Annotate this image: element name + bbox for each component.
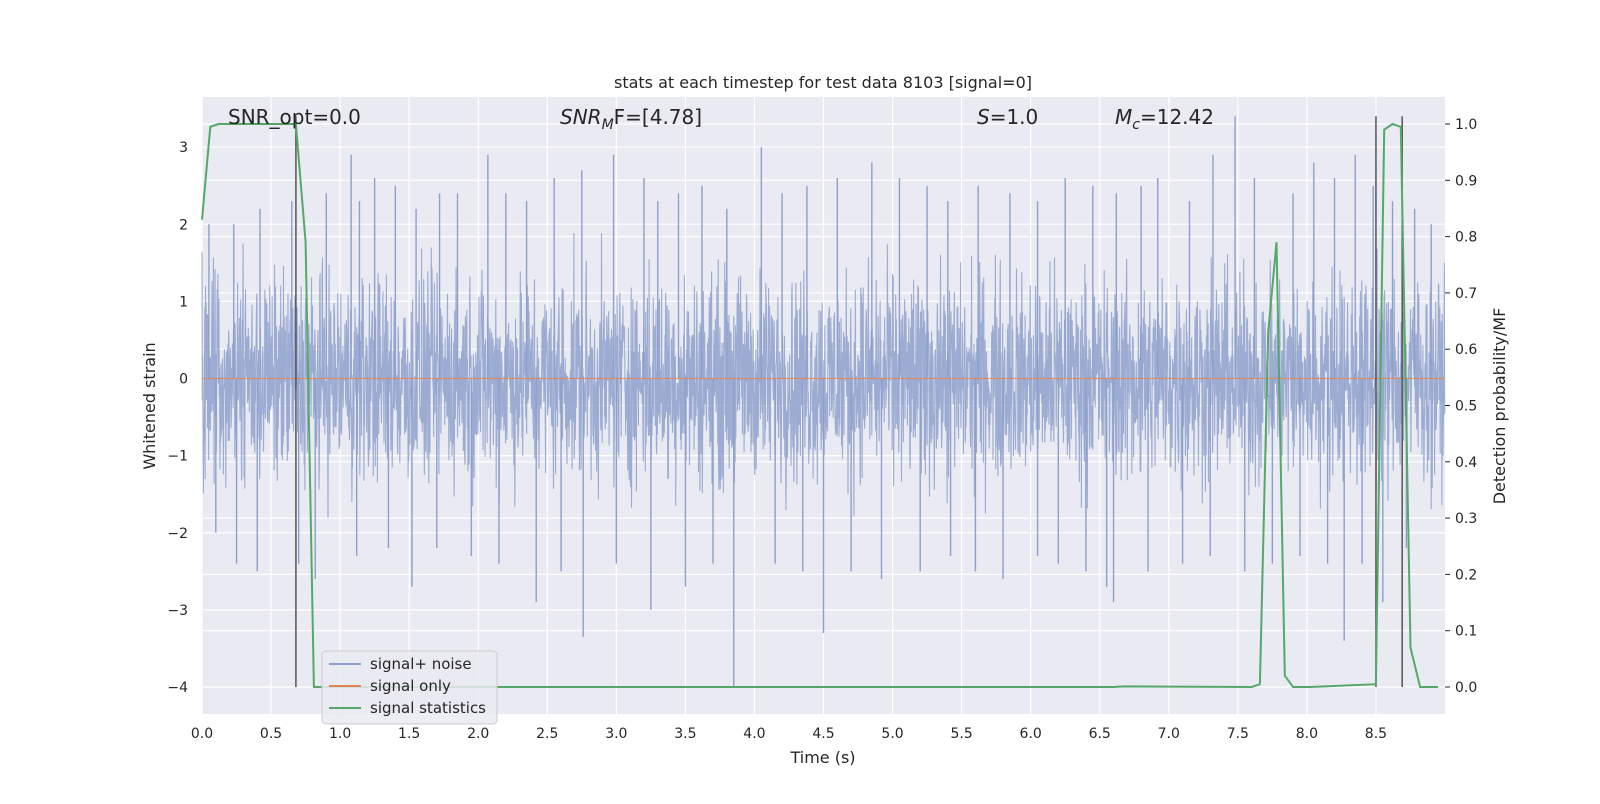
legend-label-signal-only: signal only bbox=[370, 677, 451, 695]
y-tick-label: 3 bbox=[179, 140, 188, 156]
y-axis-ticks: −4 −3 −2 −1 0 1 2 3 bbox=[167, 140, 188, 696]
x-tick-label: 5.5 bbox=[950, 726, 972, 742]
x-tick-label: 8.5 bbox=[1365, 726, 1387, 742]
x-tick-label: 8.0 bbox=[1296, 726, 1318, 742]
y-tick-label: −2 bbox=[167, 526, 188, 542]
annotation-s-symbol: S bbox=[977, 105, 990, 129]
x-tick-label: 1.5 bbox=[398, 726, 420, 742]
annotation-mc-value: =12.42 bbox=[1140, 105, 1214, 129]
y-tick-label: −4 bbox=[167, 680, 188, 696]
legend-box bbox=[321, 650, 498, 725]
annotation-mc-sub: c bbox=[1132, 117, 1140, 133]
x-tick-label: 2.5 bbox=[536, 726, 558, 742]
x-tick-label: 2.0 bbox=[467, 726, 489, 742]
x-tick-label: 0.0 bbox=[191, 726, 213, 742]
y-right-tick-label: 0.4 bbox=[1455, 455, 1477, 471]
annotation-snr-mf: SNRMF=[4.78] bbox=[560, 105, 702, 133]
y-right-tick-label: 0.0 bbox=[1455, 680, 1477, 696]
annotation-mc-symbol: M bbox=[1115, 105, 1132, 129]
y-axis-label: Whitened strain bbox=[140, 342, 159, 469]
y-right-tick-label: 0.5 bbox=[1455, 399, 1477, 415]
x-tick-label: 5.0 bbox=[881, 726, 903, 742]
y-tick-label: 2 bbox=[179, 217, 188, 233]
annotations: SNR_opt=0.0 SNRMF=[4.78] S=1.0 Mc=12.42 bbox=[228, 105, 1214, 133]
y-right-tick-label: 0.1 bbox=[1455, 624, 1477, 640]
annotation-snr-opt: SNR_opt=0.0 bbox=[228, 105, 361, 129]
y-tick-label: −1 bbox=[167, 449, 188, 465]
y-right-tick-label: 0.7 bbox=[1455, 286, 1477, 302]
y-right-tick-label: 0.6 bbox=[1455, 342, 1477, 358]
y-tick-label: −3 bbox=[167, 603, 188, 619]
legend-label-signal-noise: signal+ noise bbox=[370, 655, 472, 673]
x-tick-label: 4.0 bbox=[743, 726, 765, 742]
annotation-s-value: =1.0 bbox=[990, 105, 1039, 129]
y-right-tick-label: 0.9 bbox=[1455, 173, 1477, 189]
x-tick-label: 7.0 bbox=[1158, 726, 1180, 742]
x-tick-label: 0.5 bbox=[260, 726, 282, 742]
annotation-snr-mf-suffix: F=[4.78] bbox=[614, 105, 702, 129]
x-tick-label: 7.5 bbox=[1227, 726, 1249, 742]
x-tick-label: 1.0 bbox=[329, 726, 351, 742]
x-tick-label: 6.0 bbox=[1020, 726, 1042, 742]
annotation-mc: Mc=12.42 bbox=[1115, 105, 1214, 133]
y-right-tick-label: 0.8 bbox=[1455, 230, 1477, 246]
signal-statistics-line bbox=[201, 122, 1439, 689]
y-tick-label: 0 bbox=[179, 372, 188, 388]
legend: signal+ noise signal only signal statist… bbox=[321, 650, 498, 725]
x-tick-label: 3.0 bbox=[605, 726, 627, 742]
annotation-snr-mf-sub: M bbox=[602, 117, 614, 133]
y-right-axis-ticks: 0.0 0.1 0.2 0.3 0.4 0.5 0.6 0.7 0.8 0.9 1.0 bbox=[1445, 117, 1477, 696]
legend-label-signal-statistics: signal statistics bbox=[370, 699, 486, 717]
y-right-axis-label: Detection probability/MF bbox=[1490, 308, 1509, 505]
x-axis-ticks: 0.0 0.5 1.0 1.5 2.0 2.5 3.0 3.5 4.0 4.5 5.0 5.5 6.0 6… bbox=[191, 726, 1387, 742]
x-tick-label: 4.5 bbox=[812, 726, 834, 742]
x-tick-label: 3.5 bbox=[674, 726, 696, 742]
chart-title: stats at each timestep for test data 810… bbox=[614, 73, 1032, 92]
signal-noise-series bbox=[201, 116, 1446, 688]
y-right-tick-label: 0.2 bbox=[1455, 567, 1477, 583]
y-right-tick-label: 0.3 bbox=[1455, 511, 1477, 527]
y-right-tick-label: 1.0 bbox=[1455, 117, 1477, 133]
y-tick-label: 1 bbox=[179, 294, 188, 310]
annotation-snr-mf-prefix: SNR bbox=[560, 105, 602, 129]
signal-statistics-series bbox=[201, 122, 1439, 689]
annotation-s: S=1.0 bbox=[977, 105, 1038, 129]
x-tick-label: 6.5 bbox=[1089, 726, 1111, 742]
x-axis-label: Time (s) bbox=[789, 748, 855, 767]
